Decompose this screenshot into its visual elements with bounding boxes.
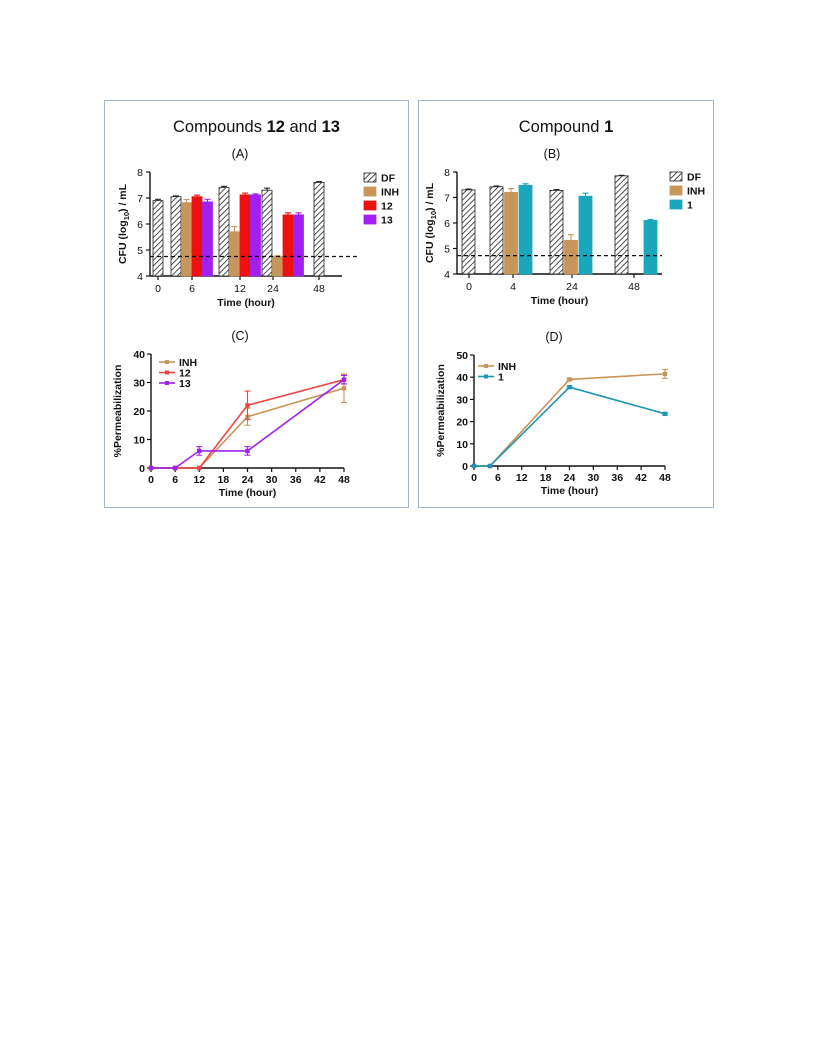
panel-title-right: Compound 1 [518,118,614,136]
figure-panel-left: Compounds 12 and 13 [104,100,409,508]
figure-panel-right: Compound 1 [418,100,714,508]
panel-title-left: Compounds 12 and 13 [173,118,340,136]
